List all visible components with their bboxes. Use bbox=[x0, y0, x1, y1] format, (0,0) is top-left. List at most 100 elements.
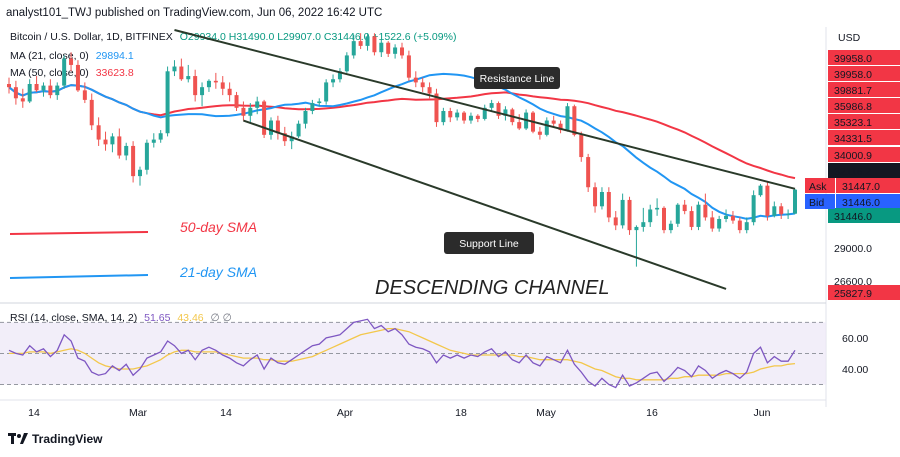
candle-body bbox=[710, 217, 715, 229]
candle-body bbox=[234, 95, 239, 108]
candle-body bbox=[227, 88, 232, 96]
time-axis: 14 Mar 14 Apr 18 May 16 Jun bbox=[28, 407, 770, 419]
candle-body bbox=[544, 120, 549, 135]
candle-body bbox=[289, 136, 294, 142]
candle-body bbox=[262, 101, 267, 135]
candle-body bbox=[379, 42, 384, 53]
candle-body bbox=[13, 87, 18, 99]
ma50-value: 33623.8 bbox=[95, 67, 134, 79]
rsi-tick-label: 60.00 bbox=[842, 333, 868, 345]
time-tick-label: Apr bbox=[337, 407, 354, 419]
candle-body bbox=[200, 87, 205, 96]
candle-body bbox=[496, 103, 501, 116]
candle-body bbox=[551, 120, 556, 124]
ohlc-values: O29934.0 H31490.0 L29907.0 C31446.0 +152… bbox=[179, 31, 457, 43]
price-tick-label: 39958.0 bbox=[834, 69, 872, 81]
candle-body bbox=[344, 55, 349, 72]
candle-body bbox=[117, 136, 122, 156]
sma21-legend-line bbox=[9, 274, 149, 279]
price-tick-label: 25827.9 bbox=[834, 288, 872, 300]
sma21-annotation: 21-day SMA bbox=[179, 264, 257, 280]
candle-body bbox=[641, 222, 646, 227]
candle-body bbox=[131, 145, 136, 177]
candle-body bbox=[282, 133, 287, 142]
candle-body bbox=[779, 206, 784, 215]
ask-badge: Ask bbox=[809, 181, 827, 193]
candle-body bbox=[220, 82, 225, 89]
ma21-value: 29894.1 bbox=[95, 50, 134, 62]
candle-body bbox=[772, 206, 777, 216]
price-tick-label: 34000.9 bbox=[834, 150, 872, 162]
price-tag-bg bbox=[828, 98, 900, 113]
candle-body bbox=[558, 123, 563, 131]
price-tick-label: 34331.5 bbox=[834, 133, 872, 145]
time-tick-label: 16 bbox=[646, 407, 658, 419]
rsi-legend: RSI (14, close, SMA, 14, 2) 51.65 43.46 … bbox=[10, 312, 232, 324]
candle-body bbox=[172, 66, 177, 72]
candle-body bbox=[655, 207, 660, 210]
candle-body bbox=[737, 220, 742, 231]
candle-body bbox=[613, 217, 618, 226]
price-tag-bg bbox=[828, 208, 900, 223]
candle-body bbox=[475, 115, 480, 119]
moving-averages bbox=[8, 72, 796, 220]
candle-body bbox=[606, 192, 611, 218]
candle-body bbox=[793, 189, 797, 214]
price-tick-label: 39958.0 bbox=[834, 53, 872, 65]
candle-body bbox=[448, 111, 453, 118]
tradingview-logo[interactable]: TradingView bbox=[8, 432, 102, 446]
price-tick-label: 31446.0 bbox=[842, 197, 880, 209]
candle-body bbox=[586, 157, 591, 188]
candle-body bbox=[386, 42, 391, 54]
candle-body bbox=[579, 134, 584, 158]
candle-body bbox=[27, 84, 32, 102]
candle-body bbox=[489, 103, 494, 108]
candle-body bbox=[786, 213, 791, 215]
candle-body bbox=[124, 145, 129, 156]
candle-body bbox=[351, 41, 356, 56]
candle-body bbox=[724, 215, 729, 219]
candle-body bbox=[151, 139, 156, 143]
candle-body bbox=[358, 41, 363, 46]
price-tag-bg bbox=[836, 194, 900, 209]
candle-body bbox=[213, 80, 218, 83]
rsi-line bbox=[8, 318, 796, 389]
candle-body bbox=[393, 47, 398, 54]
candle-body bbox=[455, 112, 460, 118]
candle-body bbox=[186, 76, 191, 80]
time-tick-label: 14 bbox=[28, 407, 40, 419]
candle-body bbox=[413, 77, 418, 83]
ma50-line bbox=[8, 84, 796, 180]
candle-body bbox=[296, 123, 301, 137]
price-tag-bg bbox=[828, 147, 900, 162]
rsi-extra: ∅ ∅ bbox=[210, 312, 232, 324]
candle-body bbox=[482, 107, 487, 119]
candle-body bbox=[689, 211, 694, 227]
candle-body bbox=[248, 107, 253, 116]
ma50-legend: MA (50, close, 0) 33623.8 bbox=[10, 67, 134, 79]
candle-body bbox=[48, 85, 53, 96]
candle-body bbox=[565, 106, 570, 131]
price-tag-bg bbox=[828, 130, 900, 145]
publish-info: analyst101_TWJ published on TradingView.… bbox=[6, 7, 383, 19]
candle-body bbox=[751, 195, 756, 223]
candle-body bbox=[241, 107, 246, 116]
rsi-ma-value: 43.46 bbox=[177, 312, 204, 324]
resistance-callout bbox=[474, 67, 560, 89]
candle-body bbox=[682, 204, 687, 212]
candle-body bbox=[82, 90, 87, 100]
candle-body bbox=[758, 185, 763, 196]
candle-body bbox=[744, 222, 749, 231]
candle-body bbox=[55, 85, 60, 96]
price-tag-bg bbox=[828, 66, 900, 81]
candle-body bbox=[420, 82, 425, 88]
candle-body bbox=[34, 84, 39, 91]
candle-body bbox=[89, 99, 94, 126]
bid-badge: Bid bbox=[809, 197, 824, 209]
candle-body bbox=[69, 58, 74, 65]
rsi-tick-label: 40.00 bbox=[842, 364, 868, 376]
candle-body bbox=[337, 71, 342, 80]
price-tick-label: 29000.0 bbox=[834, 243, 872, 255]
ma21-line bbox=[8, 72, 796, 220]
